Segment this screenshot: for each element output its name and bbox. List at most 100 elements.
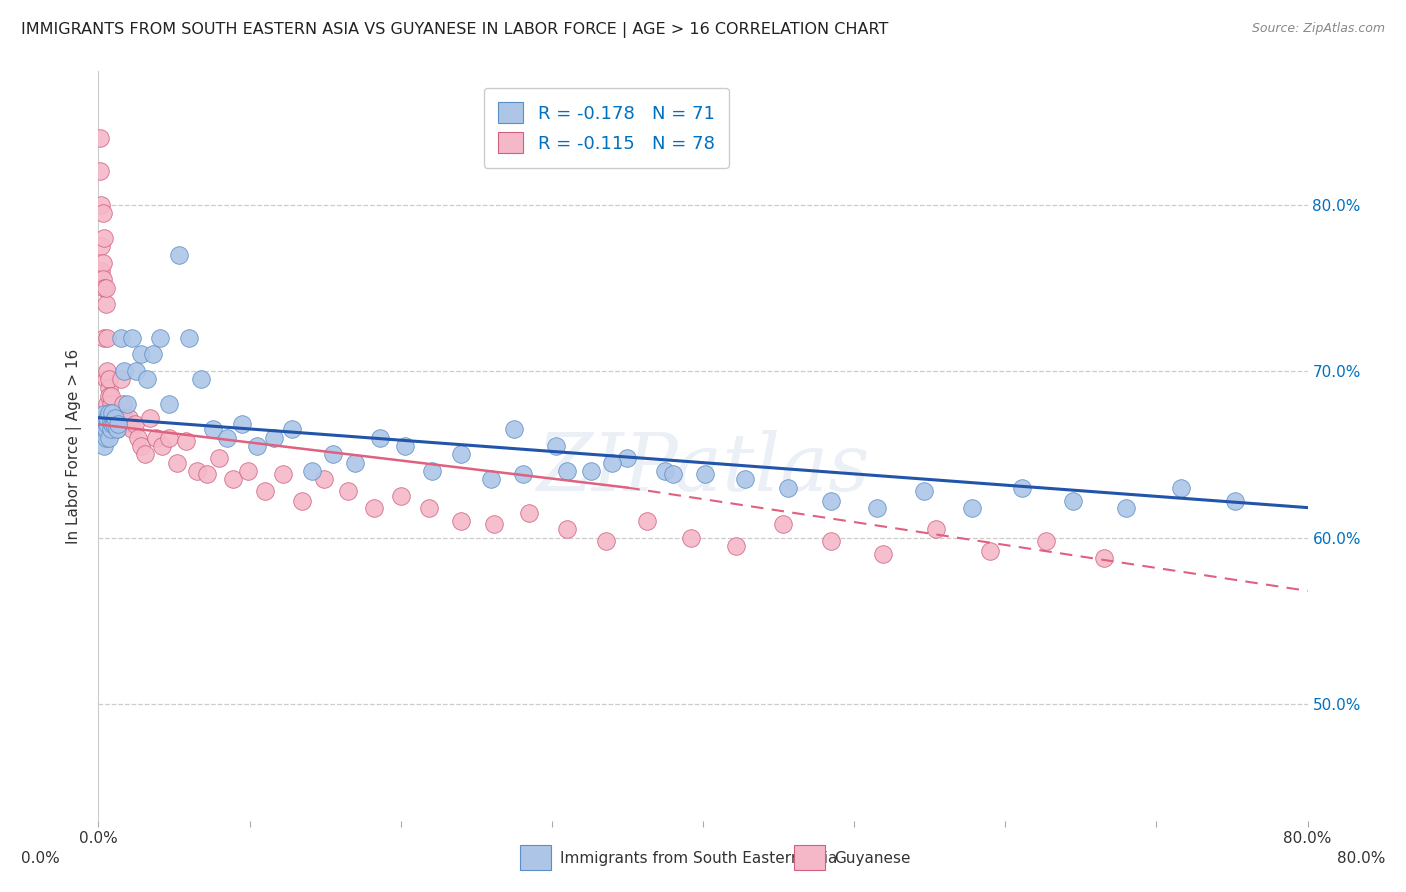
Point — [820, 494, 842, 508]
Point — [159, 431, 181, 445]
Point — [100, 389, 122, 403]
Point — [555, 522, 578, 536]
Point — [772, 517, 794, 532]
Point — [105, 422, 128, 436]
Point — [112, 410, 135, 425]
Point — [110, 372, 132, 386]
Point — [872, 547, 894, 561]
Point — [776, 481, 799, 495]
Point — [100, 422, 122, 436]
Point — [125, 364, 148, 378]
Point — [389, 489, 412, 503]
Point — [616, 450, 638, 465]
Point — [90, 264, 112, 278]
Point — [94, 297, 117, 311]
Point — [271, 467, 294, 482]
Point — [174, 434, 197, 448]
Point — [114, 414, 136, 428]
Point — [112, 364, 135, 378]
Point — [866, 500, 889, 515]
Point — [450, 447, 472, 461]
Text: Source: ZipAtlas.com: Source: ZipAtlas.com — [1251, 22, 1385, 36]
Point — [89, 417, 111, 432]
Point — [103, 417, 125, 432]
Point — [679, 531, 702, 545]
Point — [93, 439, 115, 453]
Point — [91, 256, 114, 270]
Point — [104, 422, 127, 436]
Point — [103, 414, 125, 428]
Point — [98, 431, 121, 445]
Point — [322, 447, 344, 461]
Point — [512, 467, 534, 482]
Point — [90, 422, 112, 436]
Point — [236, 464, 259, 478]
Point — [91, 414, 114, 428]
Point — [91, 206, 114, 220]
Point — [108, 417, 131, 432]
Point — [129, 347, 152, 361]
Point — [222, 472, 245, 486]
Point — [90, 197, 112, 211]
Point — [101, 417, 124, 432]
Point — [91, 272, 114, 286]
Point — [96, 331, 118, 345]
Point — [394, 439, 416, 453]
Point — [1035, 533, 1057, 548]
Point — [725, 539, 748, 553]
Point — [166, 456, 188, 470]
Point — [195, 467, 218, 482]
Point — [121, 422, 143, 436]
Point — [1092, 550, 1115, 565]
Point — [418, 500, 440, 515]
Point — [93, 231, 115, 245]
Point — [101, 406, 124, 420]
Point — [100, 414, 122, 428]
Point — [134, 447, 156, 461]
Point — [517, 506, 540, 520]
Point — [93, 331, 115, 345]
Point — [253, 483, 276, 498]
Point — [661, 467, 683, 482]
Point — [734, 472, 756, 486]
Point — [344, 456, 367, 470]
Text: IMMIGRANTS FROM SOUTH EASTERN ASIA VS GUYANESE IN LABOR FORCE | AGE > 16 CORRELA: IMMIGRANTS FROM SOUTH EASTERN ASIA VS GU… — [21, 22, 889, 38]
Text: 0.0%: 0.0% — [21, 851, 60, 865]
Point — [301, 464, 323, 478]
Point — [263, 431, 285, 445]
Point — [91, 410, 114, 425]
Point — [139, 410, 162, 425]
Point — [546, 439, 568, 453]
Text: Immigrants from South Eastern Asia: Immigrants from South Eastern Asia — [560, 851, 837, 865]
Point — [121, 331, 143, 345]
Point — [231, 417, 253, 432]
Point — [1170, 481, 1192, 495]
Point — [127, 431, 149, 445]
Point — [98, 381, 121, 395]
Point — [595, 533, 617, 548]
Point — [150, 439, 173, 453]
Point — [98, 406, 121, 420]
Point — [101, 417, 124, 432]
Point — [94, 281, 117, 295]
Text: ZIPatlas: ZIPatlas — [536, 430, 870, 508]
Legend: R = -0.178   N = 71, R = -0.115   N = 78: R = -0.178 N = 71, R = -0.115 N = 78 — [484, 88, 728, 168]
Point — [94, 372, 117, 386]
Point — [100, 397, 122, 411]
Point — [93, 281, 115, 295]
Point — [481, 472, 503, 486]
Point — [129, 439, 152, 453]
Point — [368, 431, 391, 445]
Point — [104, 417, 127, 432]
Point — [693, 467, 716, 482]
Point — [503, 422, 526, 436]
Point — [107, 406, 129, 420]
Point — [96, 397, 118, 411]
Point — [636, 514, 658, 528]
Point — [202, 422, 225, 436]
Point — [93, 408, 115, 422]
Point — [89, 131, 111, 145]
Point — [215, 431, 238, 445]
Point — [602, 456, 624, 470]
Point — [101, 410, 124, 425]
